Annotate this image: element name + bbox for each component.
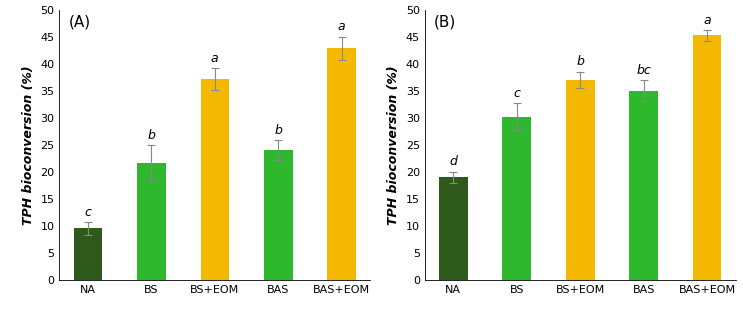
- Text: b: b: [147, 129, 155, 142]
- Text: c: c: [85, 206, 91, 219]
- Bar: [439, 177, 467, 280]
- Y-axis label: TPH bioconversion (%): TPH bioconversion (%): [22, 65, 35, 225]
- Text: c: c: [513, 87, 520, 100]
- Text: (A): (A): [69, 15, 91, 30]
- Text: d: d: [450, 156, 457, 169]
- Bar: [74, 228, 102, 280]
- Text: b: b: [274, 124, 282, 137]
- Bar: [693, 36, 721, 280]
- Bar: [201, 79, 229, 280]
- Text: b: b: [577, 55, 584, 68]
- Bar: [264, 150, 293, 280]
- Text: bc: bc: [636, 64, 651, 77]
- Y-axis label: TPH bioconversion (%): TPH bioconversion (%): [387, 65, 400, 225]
- Text: a: a: [338, 20, 345, 33]
- Bar: [629, 91, 658, 280]
- Bar: [137, 162, 166, 280]
- Text: a: a: [211, 52, 218, 65]
- Bar: [328, 48, 356, 280]
- Text: a: a: [704, 14, 711, 27]
- Bar: [502, 117, 531, 280]
- Text: (B): (B): [434, 15, 456, 30]
- Bar: [566, 80, 594, 280]
